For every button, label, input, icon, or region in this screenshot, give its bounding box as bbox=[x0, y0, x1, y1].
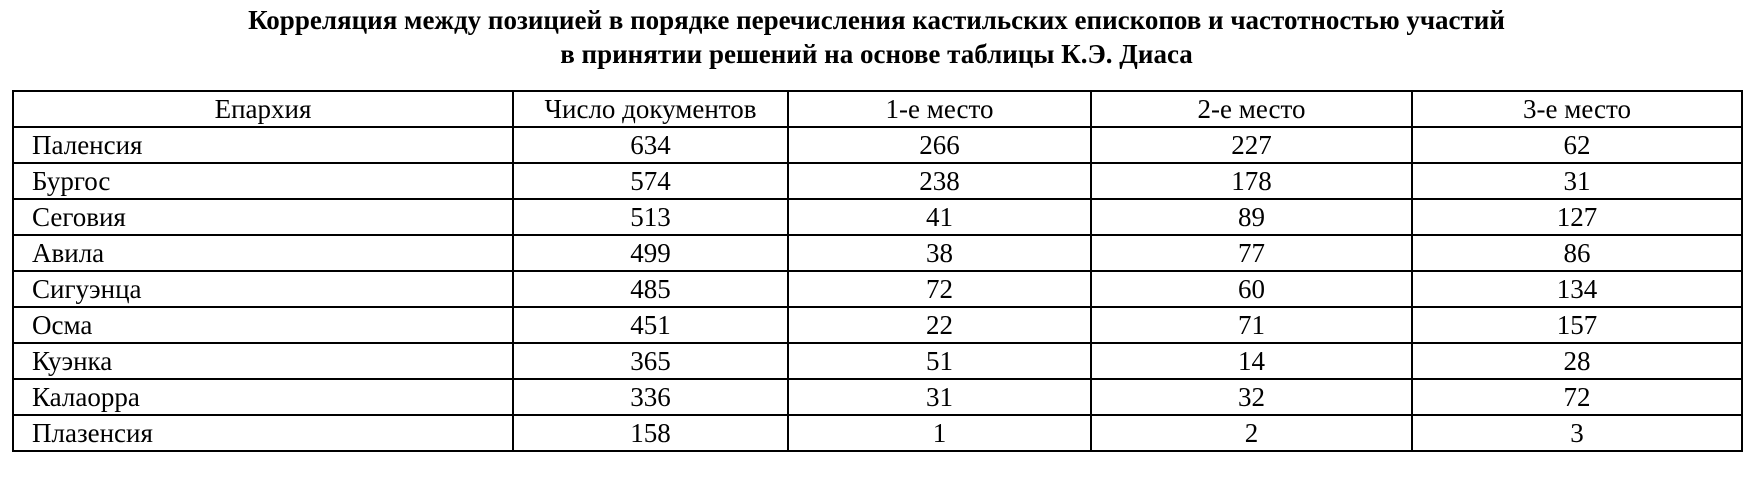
cell-first-place: 72 bbox=[787, 270, 1092, 308]
cell-document-count: 499 bbox=[512, 234, 789, 272]
cell-eparchy: Сеговия bbox=[12, 198, 514, 236]
cell-document-count: 336 bbox=[512, 378, 789, 416]
table-body: Паленсия 634 266 227 62 Бургос 574 238 1… bbox=[12, 126, 1743, 452]
cell-first-place: 38 bbox=[787, 234, 1092, 272]
table-row: Калаорра 336 31 32 72 bbox=[12, 378, 1743, 416]
cell-first-place: 1 bbox=[787, 414, 1092, 452]
cell-second-place: 71 bbox=[1090, 306, 1413, 344]
cell-eparchy: Калаорра bbox=[12, 378, 514, 416]
cell-second-place: 32 bbox=[1090, 378, 1413, 416]
cell-document-count: 485 bbox=[512, 270, 789, 308]
cell-eparchy: Осма bbox=[12, 306, 514, 344]
cell-eparchy: Паленсия bbox=[12, 126, 514, 164]
table-row: Куэнка 365 51 14 28 bbox=[12, 342, 1743, 380]
header-document-count: Число документов bbox=[512, 90, 789, 128]
cell-third-place: 31 bbox=[1411, 162, 1743, 200]
cell-second-place: 227 bbox=[1090, 126, 1413, 164]
table-row: Паленсия 634 266 227 62 bbox=[12, 126, 1743, 164]
header-eparchy: Епархия bbox=[12, 90, 514, 128]
cell-document-count: 513 bbox=[512, 198, 789, 236]
header-third-place: 3-е место bbox=[1411, 90, 1743, 128]
cell-third-place: 134 bbox=[1411, 270, 1743, 308]
header-second-place: 2-е место bbox=[1090, 90, 1413, 128]
cell-document-count: 365 bbox=[512, 342, 789, 380]
table-row: Сеговия 513 41 89 127 bbox=[12, 198, 1743, 236]
cell-second-place: 77 bbox=[1090, 234, 1413, 272]
cell-eparchy: Авила bbox=[12, 234, 514, 272]
table-header-row: Епархия Число документов 1-е место 2-е м… bbox=[12, 90, 1743, 128]
cell-third-place: 28 bbox=[1411, 342, 1743, 380]
cell-first-place: 31 bbox=[787, 378, 1092, 416]
cell-second-place: 178 bbox=[1090, 162, 1413, 200]
cell-second-place: 60 bbox=[1090, 270, 1413, 308]
table-row: Осма 451 22 71 157 bbox=[12, 306, 1743, 344]
cell-document-count: 634 bbox=[512, 126, 789, 164]
cell-second-place: 89 bbox=[1090, 198, 1413, 236]
cell-first-place: 238 bbox=[787, 162, 1092, 200]
header-first-place: 1-е место bbox=[787, 90, 1092, 128]
correlation-table: Епархия Число документов 1-е место 2-е м… bbox=[12, 90, 1743, 452]
cell-eparchy: Сигуэнца bbox=[12, 270, 514, 308]
table-row: Бургос 574 238 178 31 bbox=[12, 162, 1743, 200]
table-title: Корреляция между позицией в порядке пере… bbox=[0, 3, 1753, 71]
cell-document-count: 574 bbox=[512, 162, 789, 200]
cell-third-place: 86 bbox=[1411, 234, 1743, 272]
cell-third-place: 72 bbox=[1411, 378, 1743, 416]
cell-first-place: 41 bbox=[787, 198, 1092, 236]
cell-eparchy: Куэнка bbox=[12, 342, 514, 380]
cell-first-place: 266 bbox=[787, 126, 1092, 164]
table-row: Плазенсия 158 1 2 3 bbox=[12, 414, 1743, 452]
cell-eparchy: Бургос bbox=[12, 162, 514, 200]
cell-third-place: 157 bbox=[1411, 306, 1743, 344]
cell-third-place: 62 bbox=[1411, 126, 1743, 164]
cell-third-place: 127 bbox=[1411, 198, 1743, 236]
cell-third-place: 3 bbox=[1411, 414, 1743, 452]
cell-document-count: 451 bbox=[512, 306, 789, 344]
title-line-1: Корреляция между позицией в порядке пере… bbox=[248, 5, 1505, 35]
cell-second-place: 14 bbox=[1090, 342, 1413, 380]
cell-second-place: 2 bbox=[1090, 414, 1413, 452]
table-row: Авила 499 38 77 86 bbox=[12, 234, 1743, 272]
cell-document-count: 158 bbox=[512, 414, 789, 452]
cell-first-place: 22 bbox=[787, 306, 1092, 344]
cell-first-place: 51 bbox=[787, 342, 1092, 380]
cell-eparchy: Плазенсия bbox=[12, 414, 514, 452]
table-row: Сигуэнца 485 72 60 134 bbox=[12, 270, 1743, 308]
title-line-2: в принятии решений на основе таблицы К.Э… bbox=[560, 39, 1193, 69]
